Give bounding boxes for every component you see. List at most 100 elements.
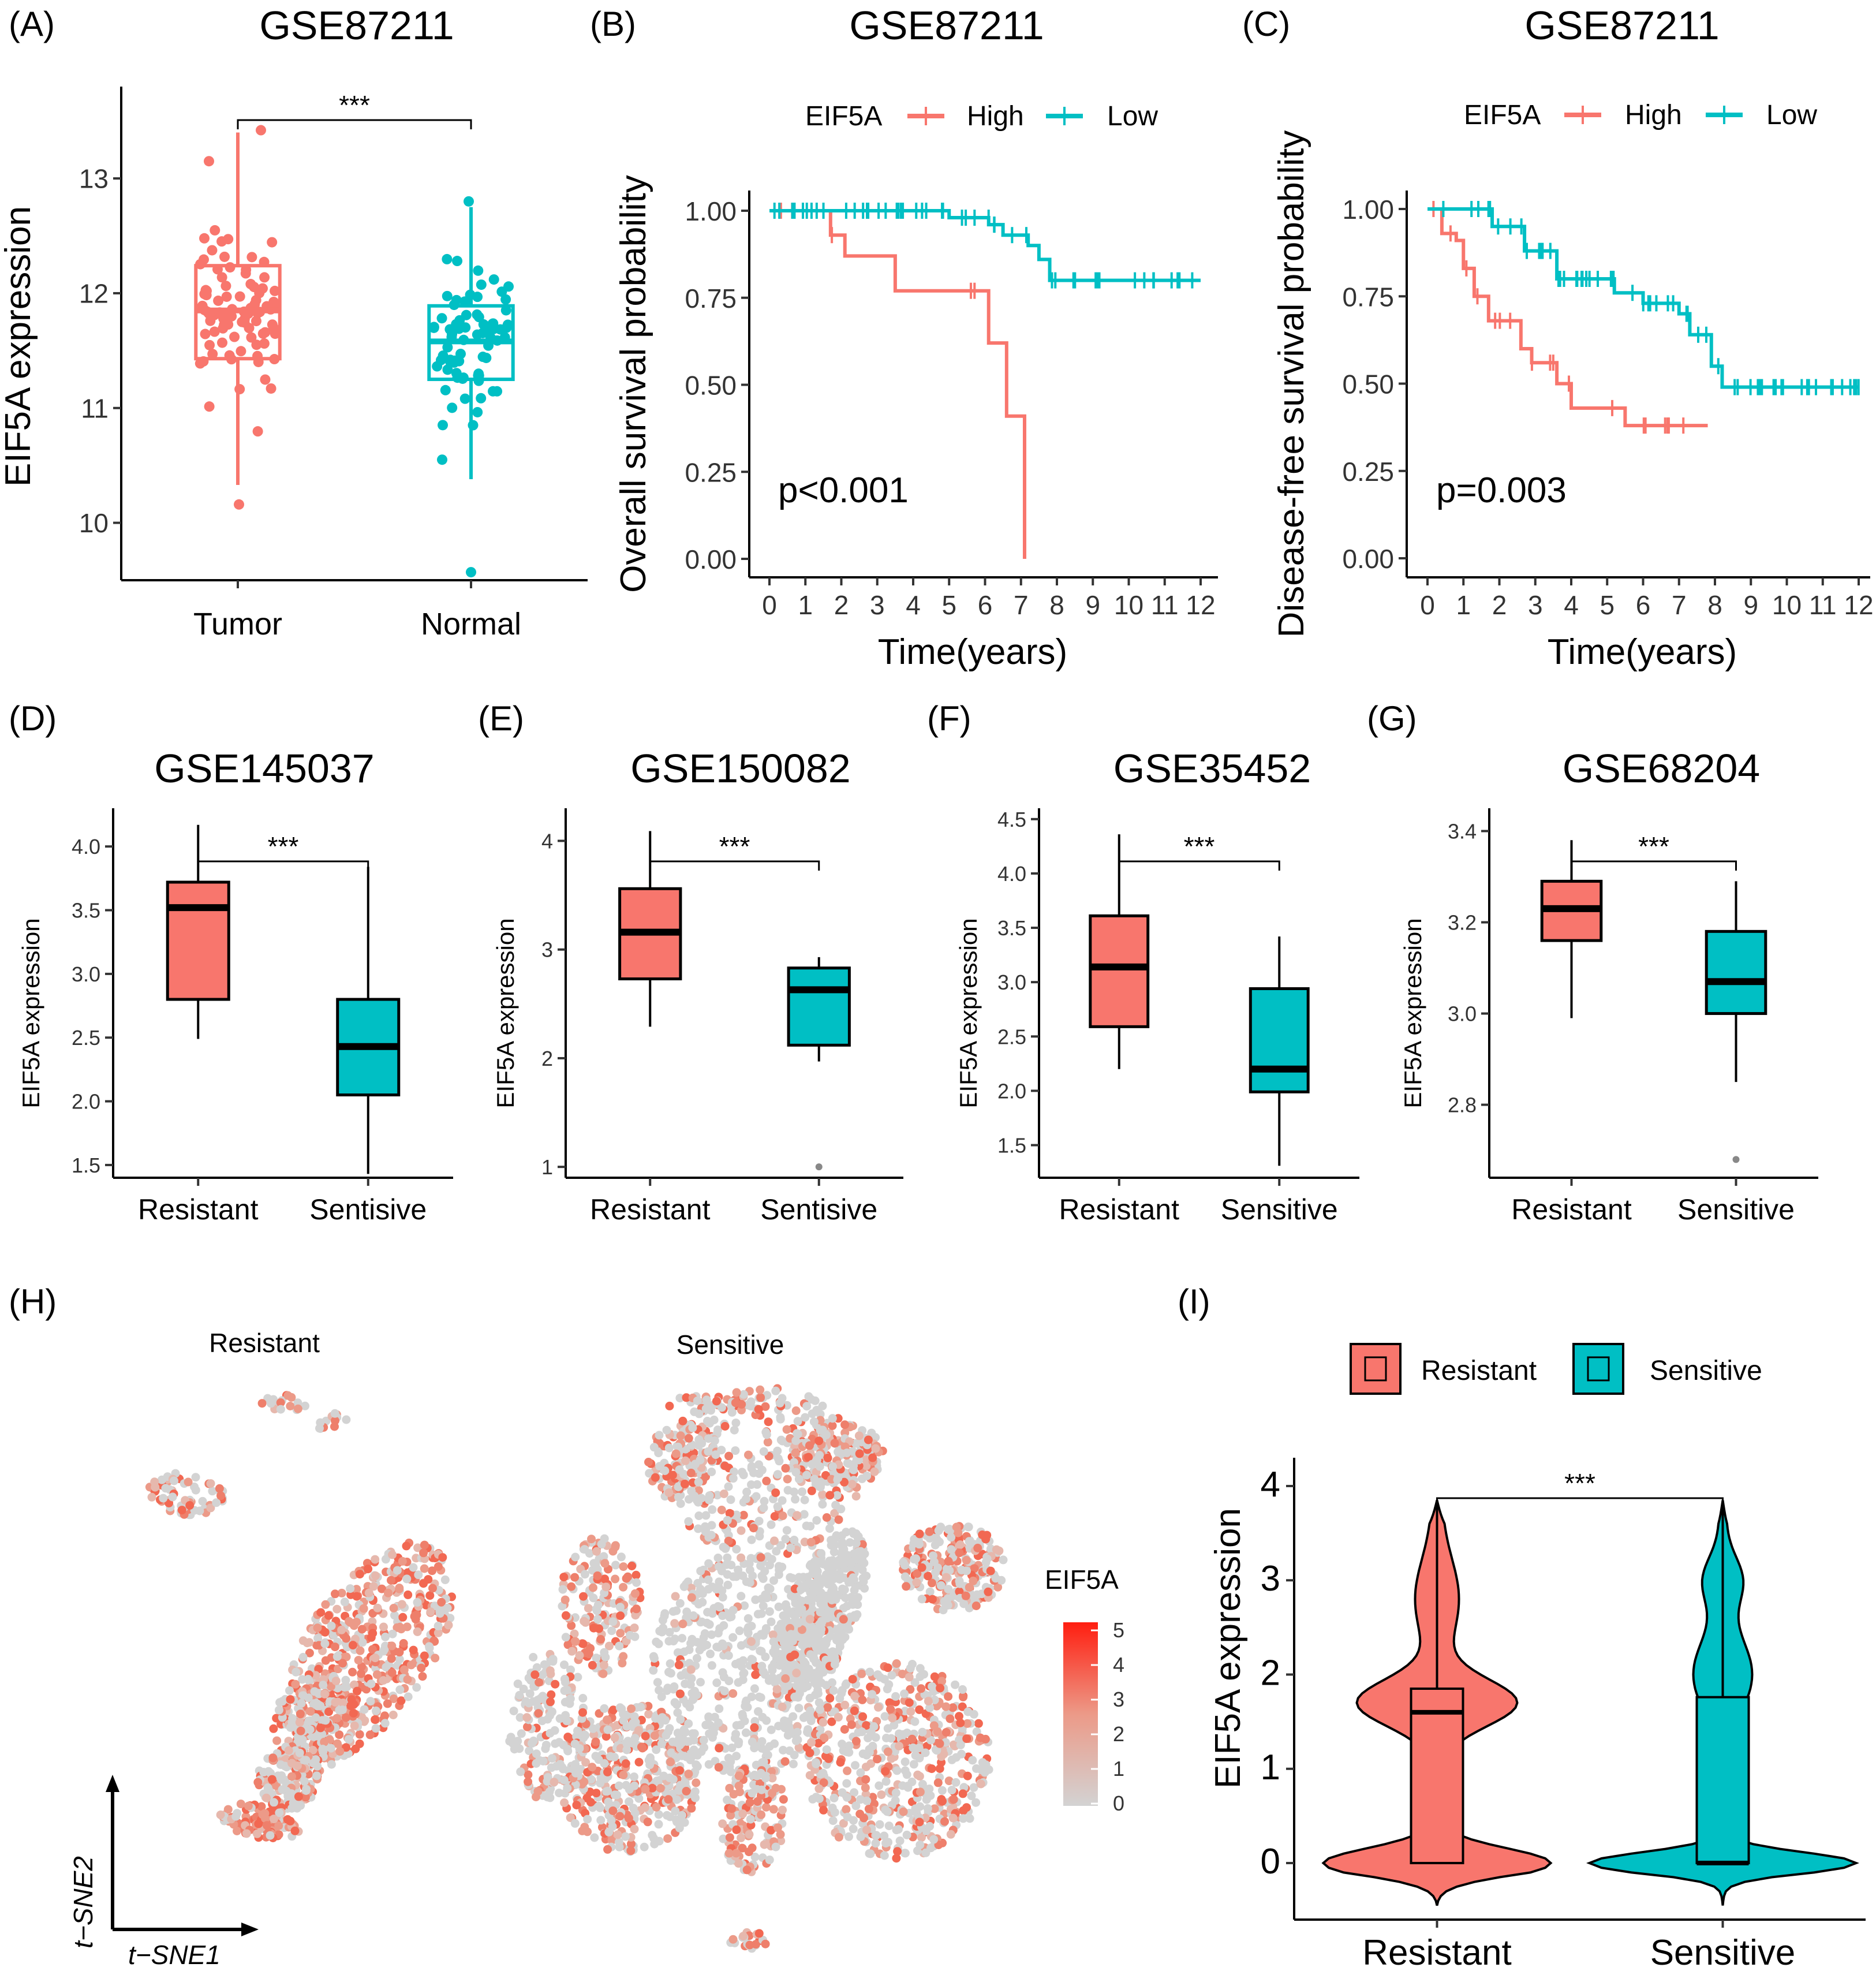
tsne-cell-point [765,1607,774,1616]
tsne-cell-point [624,1813,633,1823]
tsne-cell-point [828,1414,837,1423]
panel-b-title: GSE87211 [849,3,1044,48]
tsne-cell-point [686,1468,696,1477]
tsne-cell-point [734,1739,743,1749]
y-tick-label: 3.0 [72,962,100,986]
data-point-normal [447,402,458,413]
tsne-cell-point [244,1801,253,1811]
tsne-cell-point [823,1453,832,1462]
tsne-cell-point [666,1757,675,1767]
tsne-cell-point [688,1695,697,1704]
tsne-cell-point [387,1654,396,1663]
tsne-cell-point [184,1477,193,1487]
tsne-cell-point [886,1705,895,1714]
tsne-cell-point [806,1522,815,1531]
colorbar-title: EIF5A [1045,1565,1119,1595]
tsne-cell-point [283,1391,293,1400]
tsne-cell-point [895,1836,905,1845]
tsne-cell-point [818,1401,827,1410]
significance-stars: *** [1564,1468,1595,1498]
tsne-cell-point [797,1640,806,1649]
tsne-cell-point [940,1817,949,1826]
legend-sensitive-key [1572,1343,1624,1395]
tsne-cell-point [755,1532,764,1541]
tsne-cell-point [715,1603,724,1612]
tsne-cell-point [891,1692,900,1701]
tsne-cell-point [804,1673,813,1682]
tsne-cell-point [365,1730,375,1739]
significance-bracket [1118,860,1280,871]
data-point-normal [481,352,492,363]
data-point-tumor [201,285,212,296]
tsne-cell-point [836,1505,846,1514]
tsne-cell-point [320,1689,330,1699]
tsne-cell-point [625,1631,634,1640]
tsne-cell-point [513,1679,522,1689]
tsne-cell-point [357,1625,367,1634]
data-point-normal [451,319,462,330]
x-tick-label: 10 [1772,590,1802,620]
tsne-cell-point [313,1761,322,1771]
x-tick-label: 8 [1707,590,1722,620]
tsne-cell-point [707,1530,716,1540]
tsne-cell-point [262,1793,271,1802]
tsne-cell-point [976,1733,985,1742]
y-tick-label: 0.25 [1342,457,1394,487]
tsne-cell-point [689,1611,698,1620]
tsne-cell-point [253,1778,263,1787]
tsne-cell-point [825,1491,835,1500]
tsne-cell-point [944,1776,954,1786]
data-point-tumor [229,331,240,342]
data-point-tumor [207,349,218,360]
tsne-cell-point [592,1606,601,1615]
tsne-cell-point [342,1634,351,1643]
tsne-cell-point [851,1737,861,1746]
tsne-cell-point [773,1470,782,1479]
tsne-cell-point [663,1834,672,1843]
tsne-cell-point [269,1815,278,1824]
tsne-cell-point [147,1492,156,1502]
x-tick-label-sensitive: Sensitive [1650,1933,1796,1971]
tsne-cell-point [570,1573,580,1582]
tsne-cell-point [588,1724,597,1733]
tsne-cell-point [424,1575,433,1584]
tsne-cell-point [654,1449,663,1458]
tsne-cell-point [767,1617,776,1626]
tsne-cell-point [672,1795,681,1804]
tsne-cell-point [403,1675,412,1684]
tsne-cell-point [737,1526,746,1535]
tsne-cell-point [849,1549,858,1558]
tsne-cell-point [573,1673,582,1682]
tsne-cell-point [613,1830,622,1839]
tsne-cell-point [915,1817,924,1827]
data-point-tumor [200,328,211,339]
data-point-tumor [219,319,230,330]
y-tick-label: 0.00 [1342,544,1394,574]
tsne-cell-point [995,1546,1004,1555]
tsne-cell-point [253,1829,261,1838]
tsne-cell-point [935,1537,944,1547]
x-tick-label-normal: Normal [421,607,521,641]
tsne-cell-point [682,1737,692,1746]
tsne-cell-point [631,1570,641,1580]
tsne-cell-point [694,1435,704,1444]
tsne-cell-point [917,1684,926,1693]
tsne-cell-point [420,1540,429,1550]
tsne-cell-point [885,1698,894,1707]
survival-curve-low [769,209,1201,282]
tsne-cell-point [567,1647,577,1656]
tsne-cell-point [508,1739,517,1748]
tsne-cell-point [555,1714,565,1723]
tsne-cell-point [290,1826,300,1835]
data-point-tumor [236,346,246,357]
tsne-cell-point [762,1476,771,1485]
tsne-cell-point [283,1791,293,1801]
tsne-cell-point [349,1709,358,1718]
tsne-cell-point [673,1708,682,1718]
tsne-cell-point [689,1735,698,1745]
tsne-cell-point [641,1785,650,1794]
tsne-cell-point [338,1705,347,1715]
tsne-cell-point [724,1451,734,1461]
tsne-cell-point [805,1748,814,1757]
tsne-cell-point [566,1694,575,1703]
